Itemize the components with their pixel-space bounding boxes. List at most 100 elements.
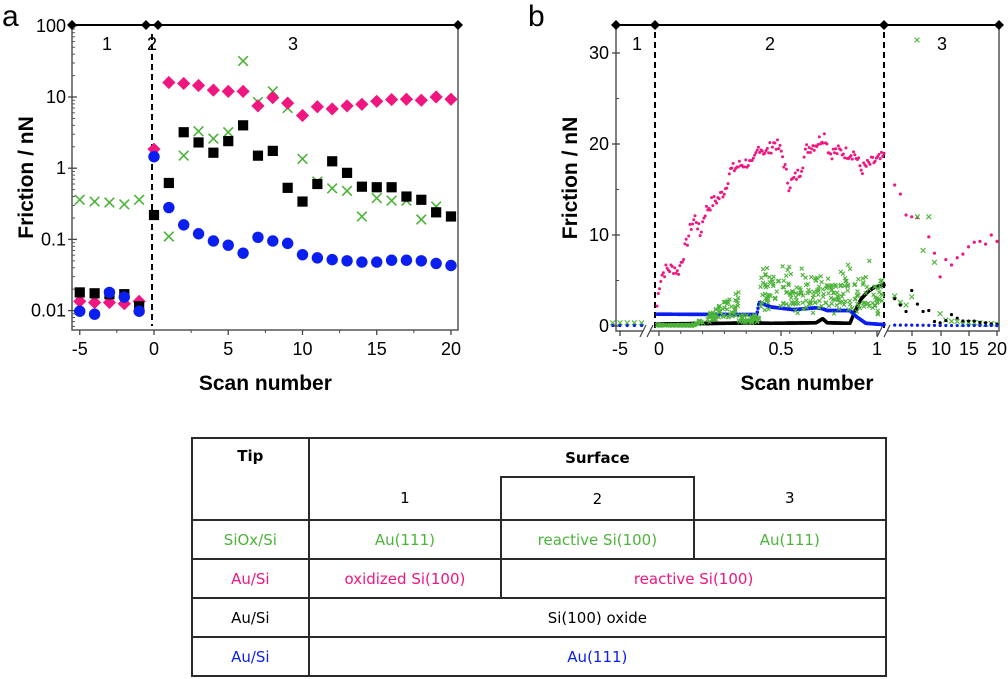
data-point-b-pink [693, 214, 697, 218]
data-point-b-pink [765, 146, 769, 150]
data-point-green [89, 196, 100, 207]
data-point-b-pink [792, 175, 796, 179]
data-point-b-green [727, 297, 732, 302]
data-point-b-green [803, 298, 809, 303]
data-point-pink [444, 92, 458, 106]
data-point-green [237, 55, 249, 67]
data-point-black [282, 182, 293, 193]
data-point-b-green [695, 321, 701, 327]
data-point-pink [88, 295, 102, 310]
data-point-b-green [729, 309, 734, 315]
data-point-b-pink [731, 161, 735, 165]
data-point-b-green [971, 320, 978, 326]
data-point-b-green [783, 273, 789, 278]
data-point-b-green [762, 307, 768, 313]
data-point-b-green [954, 318, 960, 325]
data-point-b-blue [898, 323, 902, 327]
data-point-b-green [806, 287, 811, 293]
data-point-b-green [801, 306, 806, 312]
data-point-b-green [785, 267, 790, 273]
data-point-green [341, 185, 353, 197]
data-point-black [148, 209, 160, 221]
data-point-b-green [948, 318, 955, 325]
data-point-b-green [786, 303, 792, 309]
data-point-b-green [847, 298, 853, 304]
data-point-blue [237, 247, 249, 259]
data-point-b-green [732, 305, 738, 310]
tip-cell: Au/Si [191, 597, 310, 638]
data-point-b-green [863, 290, 869, 296]
data-point-b-pink [868, 162, 872, 166]
legend-table: Tip Surface 1 2 3 SiOx/Si Au(111) reacti… [191, 436, 888, 677]
data-point-b-black [944, 318, 948, 323]
region-label-a: 1 [102, 34, 112, 54]
region-label-b: 2 [765, 34, 775, 54]
region-bar-a-diamond [67, 20, 77, 30]
data-point-b-green [870, 305, 875, 311]
x-tick-label-b: 0 [654, 339, 664, 359]
data-point-b-pink [725, 186, 729, 190]
data-point-pink [399, 92, 414, 106]
region-bar-a-diamond [453, 20, 463, 30]
data-point-b-pink [782, 165, 786, 169]
data-point-b-pink [764, 149, 768, 153]
y-tick-label-a: 1 [56, 158, 66, 178]
data-point-b-green [863, 274, 869, 280]
data-point-b-blue [955, 323, 959, 328]
data-point-b-green [811, 292, 817, 298]
data-point-pink [236, 84, 250, 98]
data-point-pink [385, 92, 399, 107]
data-point-green [104, 197, 115, 208]
data-point-b-black [910, 288, 914, 293]
data-point-b-green [789, 289, 795, 294]
data-point-b-pink [881, 154, 885, 158]
data-point-b-green [717, 309, 723, 315]
data-point-blue [430, 257, 442, 270]
data-point-black [401, 191, 412, 202]
data-point-b-pink [800, 169, 804, 173]
data-point-b-green [861, 300, 866, 306]
data-point-pink [370, 94, 384, 108]
data-point-b-black [972, 319, 976, 323]
data-point-b-green [847, 266, 853, 272]
data-point-pink [310, 100, 324, 114]
data-point-b-green [865, 302, 870, 307]
y-tick-label-b: 0 [599, 316, 609, 336]
data-point-b-green [797, 285, 803, 291]
data-point-b-black [955, 316, 959, 320]
table-row: Au/Si Si(100) oxide [191, 597, 888, 638]
data-point-b-pink [732, 169, 736, 173]
data-point-b-pink [808, 150, 812, 154]
data-point-b-pink [755, 148, 759, 152]
data-point-blue [133, 305, 145, 317]
data-point-b-pink [816, 142, 820, 146]
data-point-green [74, 194, 86, 206]
data-point-b-black [893, 297, 897, 301]
data-point-b-green [735, 300, 740, 306]
data-point-b-blue [893, 323, 897, 327]
data-point-b-pink [798, 174, 802, 178]
data-point-b-green [788, 295, 794, 301]
data-point-b-green [808, 274, 814, 280]
data-point-pink [355, 97, 369, 111]
axis-break-icon [639, 324, 647, 338]
data-point-b-pink [701, 220, 705, 224]
data-point-b-blue [984, 323, 988, 328]
data-point-b-green [823, 300, 829, 305]
data-point-b-pink [898, 192, 902, 196]
data-point-green [193, 125, 204, 137]
data-point-pink [281, 96, 295, 110]
data-point-b-green [878, 284, 883, 290]
data-point-blue [326, 253, 338, 266]
data-point-black [238, 120, 249, 131]
data-point-b-green [781, 301, 786, 307]
data-point-b-green [772, 295, 778, 301]
data-point-b-green [662, 322, 668, 328]
data-point-b-green [721, 299, 727, 305]
data-point-b-green [774, 289, 780, 294]
data-point-b-pink [694, 220, 698, 224]
data-point-green [356, 211, 368, 222]
data-point-b-pink [859, 168, 863, 172]
data-point-green [208, 133, 219, 145]
data-point-green [371, 192, 383, 204]
